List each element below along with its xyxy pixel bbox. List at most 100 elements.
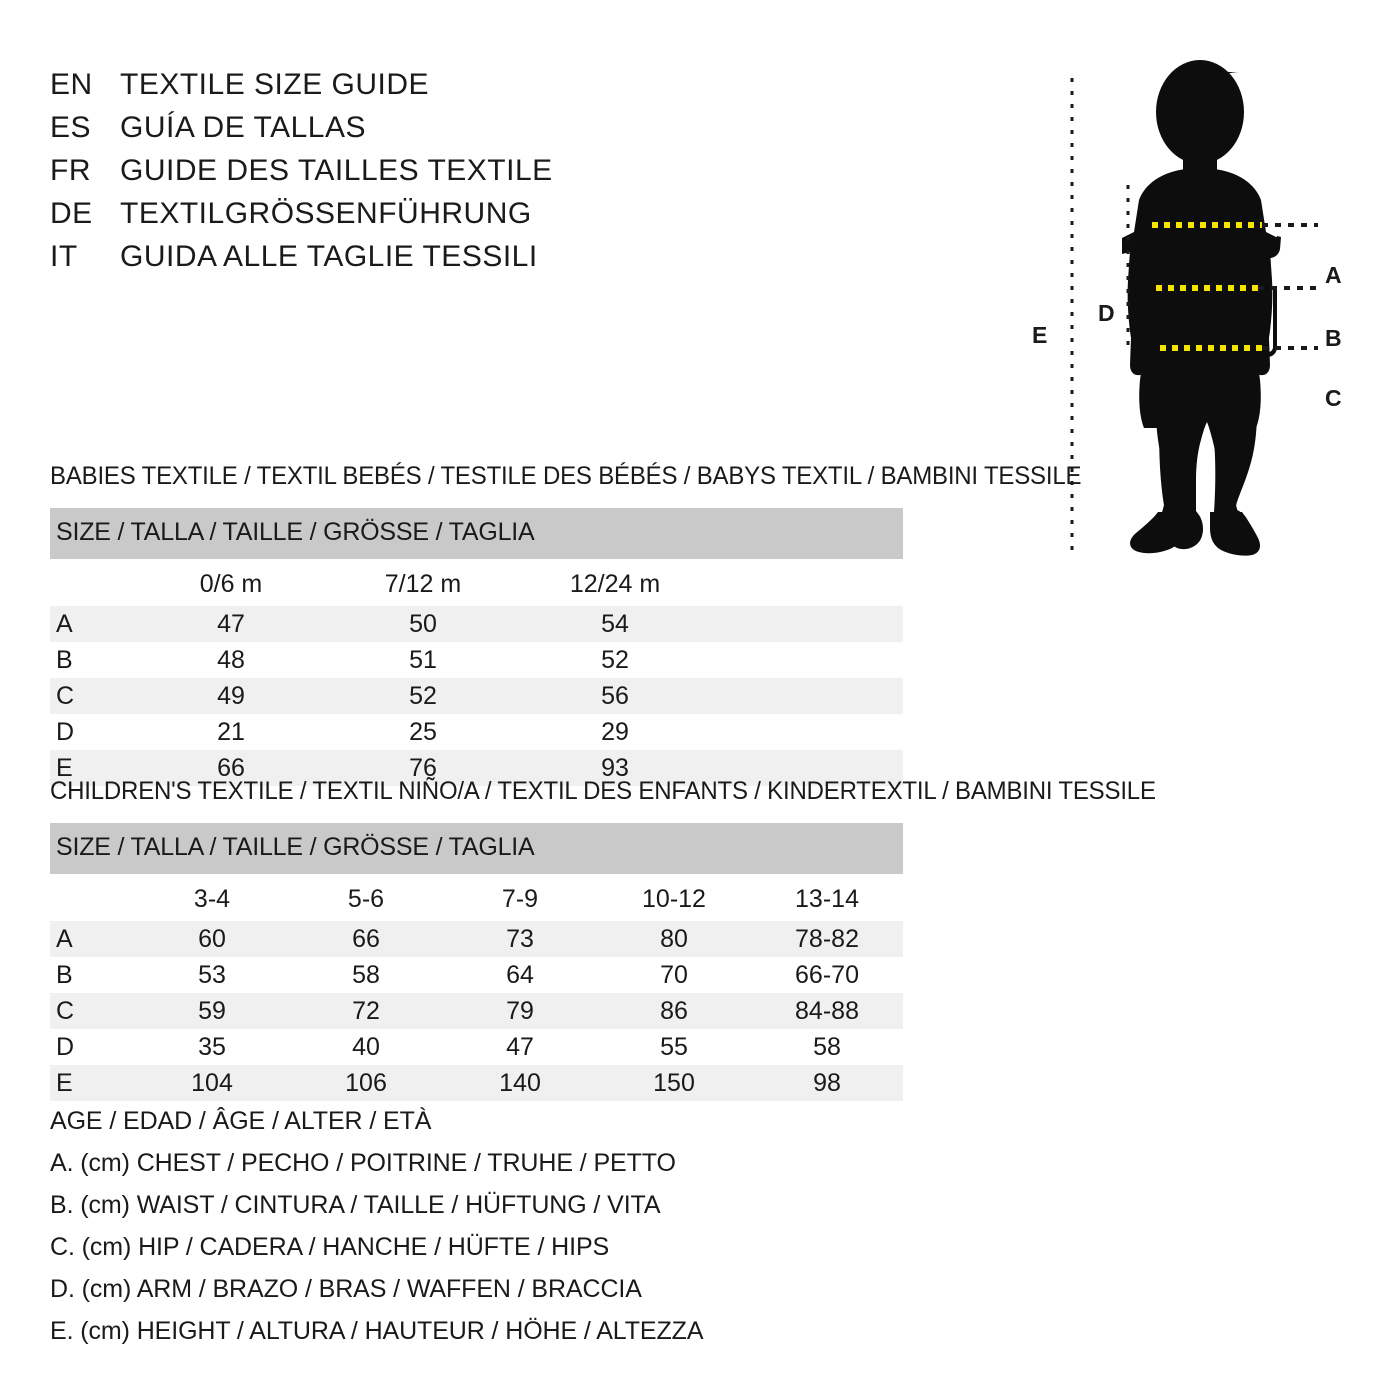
babies-cell-b-2: 52 xyxy=(601,645,629,674)
right-shoe-shape xyxy=(1210,512,1260,556)
children-cell-c-3: 86 xyxy=(597,993,751,1029)
babies-row-label-e: E xyxy=(50,750,135,786)
babies-col-header-empty xyxy=(711,559,904,606)
babies-col-header-2: 12/24 m xyxy=(519,559,711,606)
babies-cell-c-3 xyxy=(711,678,904,714)
babies-cell-e-0: 66 xyxy=(135,750,327,786)
language-text-fr: GUIDE DES TAILLES TEXTILE xyxy=(120,154,553,187)
children-cell-b-4: 66-70 xyxy=(795,960,859,989)
babies-cell-b-1: 51 xyxy=(409,645,437,674)
children-cell-b-2: 64 xyxy=(506,960,534,989)
children-cell-e-1: 106 xyxy=(289,1065,443,1101)
legend-line-a-chest: A. (cm) CHEST / PECHO / POITRINE / TRUHE… xyxy=(50,1149,676,1177)
children-row-label-c: C xyxy=(50,993,135,1029)
babies-textile-section: BABIES TEXTILE / TEXTIL BEBÉS / TESTILE … xyxy=(50,462,1160,786)
babies-corner-cell xyxy=(50,559,135,606)
dimension-label-b: B xyxy=(1325,325,1342,351)
shirt-shape xyxy=(1122,168,1278,356)
table-row: E 104 106 140 150 98 xyxy=(50,1065,904,1101)
babies-section-title: BABIES TEXTILE / TEXTIL BEBÉS / TESTILE … xyxy=(50,462,1082,490)
children-cell-c-4: 84-88 xyxy=(751,993,904,1029)
children-cell-e-0: 104 xyxy=(135,1065,289,1101)
table-row: B 48 51 52 xyxy=(50,642,903,678)
children-cell-a-3: 80 xyxy=(597,921,751,957)
language-text-es: GUÍA DE TALLAS xyxy=(120,111,366,144)
children-cell-e-2: 140 xyxy=(443,1065,597,1101)
language-text-de: TEXTILGRÖSSENFÜHRUNG xyxy=(120,197,532,230)
children-textile-section: CHILDREN'S TEXTILE / TEXTIL NIÑO/A / TEX… xyxy=(50,777,1160,1101)
children-col-header-2: 7-9 xyxy=(443,874,597,921)
children-section-title: CHILDREN'S TEXTILE / TEXTIL NIÑO/A / TEX… xyxy=(50,777,1156,805)
table-row: D 21 25 29 xyxy=(50,714,903,750)
babies-col-header-1: 7/12 m xyxy=(327,559,519,606)
babies-cell-a-3 xyxy=(711,606,904,642)
language-code-de: DE xyxy=(50,197,93,230)
children-cell-b-3: 70 xyxy=(660,960,688,989)
dimension-label-e: E xyxy=(1032,322,1048,348)
babies-row-label-a: A xyxy=(50,606,135,642)
body-measurement-diagram: E D A B C xyxy=(1010,50,1390,580)
babies-cell-e-2: 93 xyxy=(519,750,711,786)
children-cell-c-1: 72 xyxy=(289,993,443,1029)
babies-size-header-label: SIZE / TALLA / TAILLE / GRÖSSE / TAGLIA xyxy=(50,508,904,559)
language-code-fr: FR xyxy=(50,154,91,187)
language-text-it: GUIDA ALLE TAGLIE TESSILI xyxy=(120,240,538,273)
children-cell-e-4: 98 xyxy=(751,1065,904,1101)
babies-cell-d-0: 21 xyxy=(217,717,245,746)
babies-size-table: SIZE / TALLA / TAILLE / GRÖSSE / TAGLIA … xyxy=(50,508,904,786)
children-size-header-label: SIZE / TALLA / TAILLE / GRÖSSE / TAGLIA xyxy=(50,823,904,874)
table-row: E 66 76 93 xyxy=(50,750,904,786)
babies-row-label-d: D xyxy=(56,717,75,746)
children-corner-cell xyxy=(50,874,135,921)
language-row-it: IT GUIDA ALLE TAGLIE TESSILI xyxy=(50,240,750,283)
children-cell-c-2: 79 xyxy=(443,993,597,1029)
babies-cell-a-0: 47 xyxy=(135,606,327,642)
babies-row-label-b: B xyxy=(56,645,73,674)
dimension-label-d: D xyxy=(1098,300,1115,326)
right-arm-shape xyxy=(1254,228,1273,376)
right-leg-shape xyxy=(1212,410,1242,544)
children-row-label-e: E xyxy=(50,1065,135,1101)
babies-cell-b-3 xyxy=(711,642,903,678)
babies-cell-d-3 xyxy=(711,714,903,750)
left-leg-shape xyxy=(1158,410,1188,544)
children-row-label-d: D xyxy=(56,1032,75,1061)
children-cell-d-3: 55 xyxy=(660,1032,688,1061)
babies-cell-d-1: 25 xyxy=(409,717,437,746)
dimension-label-a: A xyxy=(1325,262,1342,288)
babies-size-header-row: SIZE / TALLA / TAILLE / GRÖSSE / TAGLIA xyxy=(50,508,904,559)
measurement-legend: AGE / EDAD / ÂGE / ALTER / ETÀ A. (cm) C… xyxy=(50,1100,950,1352)
children-cell-d-4: 58 xyxy=(813,1032,841,1061)
table-row: C 59 72 79 86 84-88 xyxy=(50,993,904,1029)
babies-cell-c-1: 52 xyxy=(327,678,519,714)
language-code-it: IT xyxy=(50,240,78,273)
language-row-es: ES GUÍA DE TALLAS xyxy=(50,111,750,154)
language-row-de: DE TEXTILGRÖSSENFÜHRUNG xyxy=(50,197,750,240)
children-cell-e-3: 150 xyxy=(597,1065,751,1101)
children-col-header-4: 13-14 xyxy=(751,874,904,921)
table-row: D 35 40 47 55 58 xyxy=(50,1029,903,1065)
children-column-header-row: 3-4 5-6 7-9 10-12 13-14 xyxy=(50,874,904,921)
children-col-header-1: 5-6 xyxy=(289,874,443,921)
table-row: A 47 50 54 xyxy=(50,606,904,642)
measurement-guides-svg xyxy=(1070,78,1318,552)
children-size-table: SIZE / TALLA / TAILLE / GRÖSSE / TAGLIA … xyxy=(50,823,904,1101)
legend-line-c-hip: C. (cm) HIP / CADERA / HANCHE / HÜFTE / … xyxy=(50,1233,610,1261)
left-shoe-shape xyxy=(1130,512,1188,554)
children-row-label-a: A xyxy=(50,921,135,957)
dimension-label-c: C xyxy=(1325,385,1342,411)
table-row: C 49 52 56 xyxy=(50,678,904,714)
babies-cell-e-1: 76 xyxy=(327,750,519,786)
children-col-header-3: 10-12 xyxy=(597,874,751,921)
legend-line-d-arm: D. (cm) ARM / BRAZO / BRAS / WAFFEN / BR… xyxy=(50,1275,642,1303)
child-silhouette-detail xyxy=(1122,60,1278,556)
babies-cell-a-1: 50 xyxy=(327,606,519,642)
children-cell-a-4: 78-82 xyxy=(751,921,904,957)
babies-cell-b-0: 48 xyxy=(217,645,245,674)
children-cell-a-0: 60 xyxy=(135,921,289,957)
babies-column-header-row: 0/6 m 7/12 m 12/24 m xyxy=(50,559,904,606)
babies-col-header-0: 0/6 m xyxy=(135,559,327,606)
children-cell-c-0: 59 xyxy=(135,993,289,1029)
children-cell-b-1: 58 xyxy=(352,960,380,989)
legend-line-age: AGE / EDAD / ÂGE / ALTER / ETÀ xyxy=(50,1107,432,1135)
